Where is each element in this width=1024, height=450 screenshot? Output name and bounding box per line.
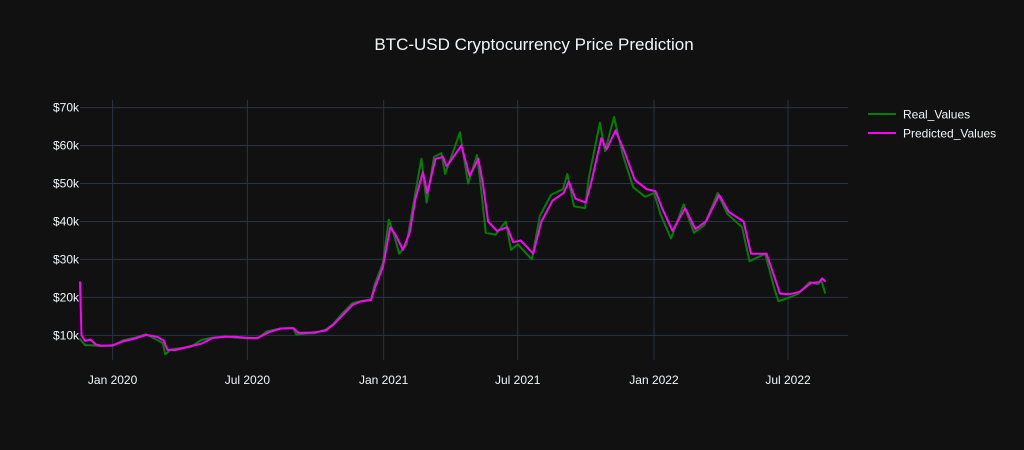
y-tick-label: $30k — [53, 252, 80, 266]
legend-label-predicted-values: Predicted_Values — [903, 127, 996, 141]
legend-item-predicted-values[interactable]: Predicted_Values — [868, 127, 996, 141]
series-line-predicted-values — [79, 129, 826, 352]
x-tick-label: Jan 2020 — [88, 373, 138, 387]
y-tick-label: $40k — [53, 214, 80, 228]
x-tick-label: Jan 2022 — [629, 373, 679, 387]
y-tick-label: $10k — [53, 328, 80, 342]
chart-title: BTC-USD Cryptocurrency Price Prediction — [374, 35, 693, 54]
grid-lines — [80, 100, 848, 360]
legend-item-real-values[interactable]: Real_Values — [868, 108, 970, 122]
y-tick-label: $60k — [53, 139, 80, 153]
y-tick-label: $50k — [53, 177, 80, 191]
series-lines — [79, 116, 826, 356]
y-tick-label: $20k — [53, 290, 80, 304]
x-tick-label: Jul 2020 — [225, 373, 271, 387]
legend-label-real-values: Real_Values — [903, 108, 970, 122]
x-tick-label: Jul 2021 — [495, 373, 541, 387]
x-tick-label: Jul 2022 — [765, 373, 811, 387]
y-tick-label: $70k — [53, 101, 80, 115]
x-tick-label: Jan 2021 — [359, 373, 409, 387]
legend[interactable]: Real_Values Predicted_Values — [868, 108, 996, 141]
axis-tick-labels: $10k $20k $30k $40k $50k $60k $70k Jan 2020 Jul … — [53, 101, 811, 387]
